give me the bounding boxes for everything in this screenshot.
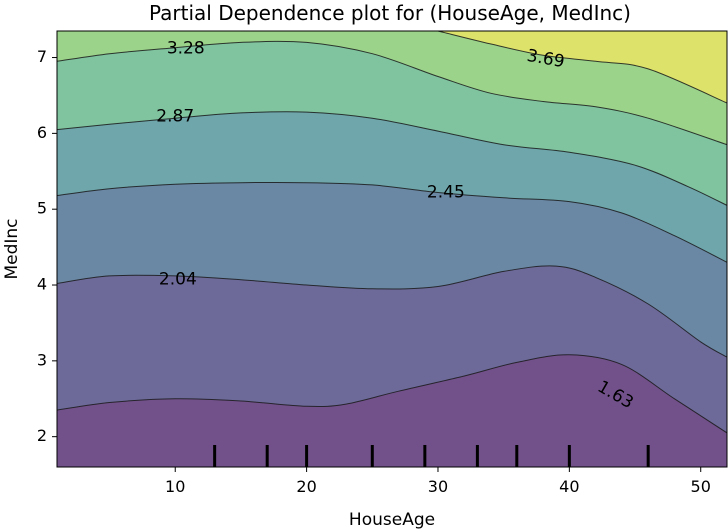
contour-level-label: 3.28	[167, 38, 205, 58]
chart-title: Partial Dependence plot for (HouseAge, M…	[149, 1, 631, 25]
contour-line	[57, 265, 727, 358]
y-tick-label: 4	[37, 275, 47, 294]
contour-level-label: 2.04	[159, 270, 197, 290]
x-tick-label: 10	[165, 477, 185, 496]
plot-frame	[56, 30, 728, 468]
x-axis-ticks: 10 20 30 40 50	[165, 467, 711, 496]
decile-ticks	[213, 445, 650, 467]
y-axis-ticks: 2 3 4 5 6 7	[37, 47, 57, 445]
contour-line	[437, 31, 727, 104]
x-tick-label: 30	[428, 477, 448, 496]
x-axis-label: HouseAge	[349, 510, 435, 530]
x-tick-label: 50	[691, 477, 711, 496]
y-tick-label: 3	[37, 350, 47, 369]
y-tick-label: 5	[37, 199, 47, 218]
contour-level-label: 2.87	[156, 107, 194, 127]
x-tick-label: 40	[559, 477, 579, 496]
contour-level-label: 2.45	[427, 183, 465, 203]
y-tick-label: 2	[37, 426, 47, 445]
contour-line	[57, 354, 727, 434]
x-tick-label: 20	[296, 477, 316, 496]
contour-line	[57, 111, 727, 206]
contour-line	[57, 181, 727, 263]
y-tick-label: 7	[37, 47, 47, 66]
contour-line	[57, 40, 727, 146]
contour-band	[438, 31, 727, 103]
y-tick-label: 6	[37, 123, 47, 142]
contour-lines	[57, 31, 727, 434]
plot-area: 1.632.042.452.873.28 3.69	[57, 31, 727, 467]
contour-fill-bands	[57, 31, 727, 467]
contour-band	[57, 31, 727, 145]
y-axis-label: MedInc	[2, 218, 22, 279]
